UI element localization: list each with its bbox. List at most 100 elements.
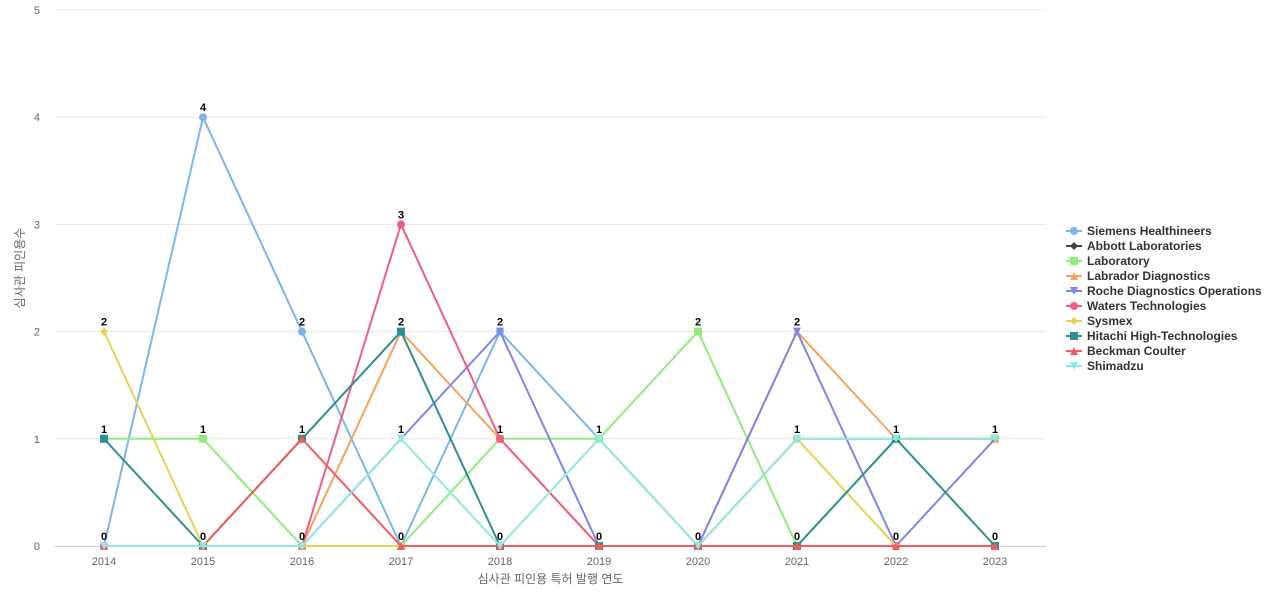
legend-item-beckman-coulter: Beckman Coulter: [1066, 344, 1186, 358]
data-label: 4: [200, 102, 207, 114]
data-point: [199, 434, 207, 443]
y-axis-ticks: 0 1 2 3 4 5: [34, 5, 40, 553]
y-axis-title: 심사관 피인용수: [13, 228, 27, 309]
data-label: 1: [398, 424, 404, 436]
data-point: [298, 434, 306, 443]
x-axis-title: 심사관 피인용 특허 발행 연도: [478, 571, 624, 586]
legend-label: Beckman Coulter: [1087, 344, 1186, 358]
data-point: [100, 327, 108, 336]
data-point: [496, 434, 504, 443]
data-label: 2: [398, 317, 404, 329]
series-lines: [100, 113, 999, 550]
data-point: [595, 542, 603, 550]
data-label: 1: [101, 424, 107, 436]
legend-label: Hitachi High-Technologies: [1087, 329, 1238, 343]
x-tick-label: 2022: [884, 556, 908, 568]
data-label: 1: [794, 424, 800, 436]
data-point: [694, 327, 702, 336]
x-tick-label: 2018: [488, 556, 512, 568]
x-tick-label: 2017: [389, 556, 413, 568]
legend-item-sysmex: Sysmex: [1066, 314, 1133, 328]
x-tick-label: 2016: [290, 556, 314, 568]
legend-marker: [1070, 242, 1078, 250]
x-tick-label: 2021: [785, 556, 809, 568]
legend-marker: [1070, 362, 1078, 370]
legend-item-shimadzu: Shimadzu: [1066, 359, 1144, 373]
data-point: [595, 434, 603, 443]
data-label: 2: [101, 317, 107, 329]
data-point: [397, 220, 405, 229]
legend-item-waters-technologies: Waters Technologies: [1066, 299, 1207, 313]
data-label: 2: [299, 317, 305, 329]
data-point: [793, 542, 801, 550]
x-tick-label: 2015: [191, 556, 215, 568]
legend-label: Laboratory: [1087, 254, 1150, 268]
y-tick-label: 4: [34, 112, 40, 124]
data-point: [199, 113, 207, 122]
legend-marker: [1070, 272, 1078, 280]
data-point: [496, 542, 504, 550]
data-label: 0: [497, 531, 503, 543]
legend-label: Abbott Laboratories: [1087, 239, 1202, 253]
data-point: [892, 434, 900, 443]
data-point: [397, 542, 405, 550]
legend-item-laboratory: Laboratory: [1066, 254, 1150, 268]
data-point: [298, 327, 306, 336]
legend-item-hitachi-high-technologies: Hitachi High-Technologies: [1066, 329, 1238, 343]
data-point: [397, 434, 405, 443]
y-tick-label: 3: [34, 219, 40, 231]
data-label: 1: [200, 424, 206, 436]
x-axis-ticks: 2014 2015 2016 2017 2018 2019 2020 2021 2022 2023: [92, 556, 1007, 568]
y-tick-label: 5: [34, 5, 40, 17]
data-point: [397, 327, 405, 336]
legend-marker: [1070, 257, 1078, 265]
legend-marker: [1070, 332, 1078, 340]
data-label: 0: [794, 531, 800, 543]
y-tick-label: 2: [34, 327, 40, 339]
data-label: 1: [893, 424, 899, 436]
data-label: 2: [695, 317, 701, 329]
grid-lines: [55, 9, 1046, 547]
x-tick-label: 2023: [983, 556, 1007, 568]
series-line: [104, 437, 995, 547]
series-shimadzu: [100, 434, 999, 550]
data-label: 1: [299, 424, 305, 436]
legend-label: Roche Diagnostics Operations: [1087, 284, 1262, 298]
data-point: [199, 542, 207, 550]
legend-marker: [1070, 287, 1078, 295]
legend-item-labrador-diagnostics: Labrador Diagnostics: [1066, 269, 1211, 283]
data-label: 1: [596, 424, 602, 436]
data-label: 0: [398, 531, 404, 543]
data-point: [298, 542, 306, 550]
legend-marker: [1070, 227, 1078, 235]
data-point: [793, 434, 801, 443]
data-point: [694, 542, 702, 550]
data-label: 2: [497, 317, 503, 329]
data-point: [100, 542, 108, 550]
data-point: [496, 327, 504, 336]
y-tick-label: 0: [34, 541, 40, 553]
data-label: 0: [992, 531, 998, 543]
legend-item-siemens-healthineers: Siemens Healthineers: [1066, 224, 1212, 238]
legend-label: Labrador Diagnostics: [1087, 269, 1211, 283]
data-label: 0: [893, 531, 899, 543]
data-point: [892, 542, 900, 550]
legend-marker: [1070, 317, 1078, 325]
legend-marker: [1070, 302, 1078, 310]
data-label: 0: [695, 531, 701, 543]
legend-label: Waters Technologies: [1087, 299, 1207, 313]
data-labels: 2 1 0 4 1 0 2 1 0 3 2 1 0 2 1 0 1 0 2 0 2 1 0 1 0 1 0: [101, 102, 998, 543]
legend-label: Sysmex: [1087, 314, 1133, 328]
data-label: 1: [992, 424, 998, 436]
data-label: 2: [794, 317, 800, 329]
legend-item-roche-diagnostics-operations: Roche Diagnostics Operations: [1066, 284, 1262, 298]
x-tick-label: 2014: [92, 556, 116, 568]
data-label: 3: [398, 209, 404, 221]
data-point: [991, 542, 999, 550]
data-label: 1: [497, 424, 503, 436]
data-point: [793, 327, 801, 336]
data-point: [991, 434, 999, 443]
